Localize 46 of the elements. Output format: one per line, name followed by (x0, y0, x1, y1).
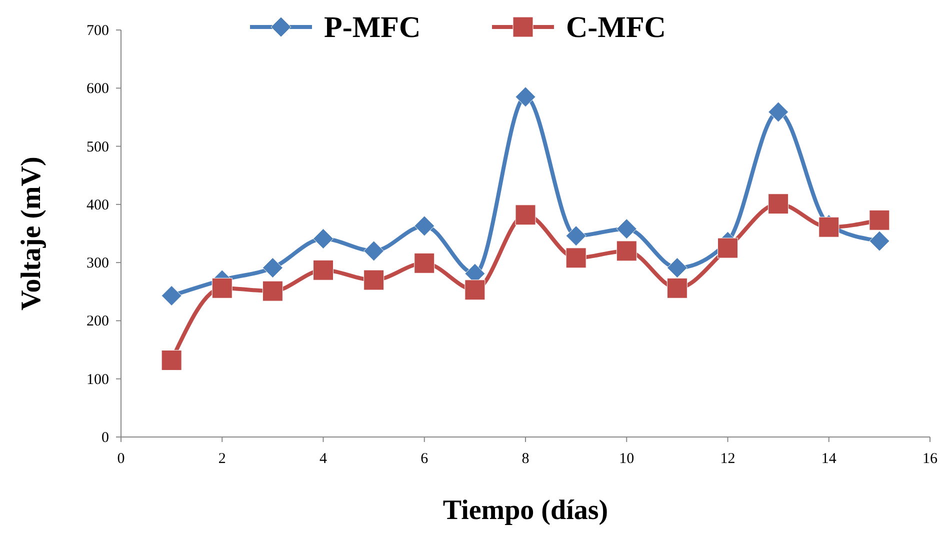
point (666, 278, 688, 298)
point (414, 216, 435, 236)
x-tick-label: 16 (922, 451, 938, 467)
point (364, 240, 384, 262)
x-tick-label: 10 (619, 451, 634, 467)
y-tick-label: 700 (86, 23, 109, 39)
y-tick-label: 300 (86, 256, 109, 272)
point (161, 350, 182, 370)
point (768, 194, 789, 214)
point (718, 238, 738, 258)
legend-label: C-MFC (566, 11, 666, 44)
point (566, 248, 586, 268)
point (414, 252, 435, 274)
x-tick-label: 6 (420, 451, 429, 467)
y-tick-label: 100 (86, 372, 109, 388)
x-tick-label: 14 (821, 451, 837, 467)
point (616, 240, 637, 262)
y-tick-label: 600 (86, 81, 109, 98)
point (464, 280, 486, 300)
legend-label: P-MFC (324, 11, 421, 44)
y-tick-label: 200 (86, 314, 109, 330)
point (262, 280, 283, 302)
x-tick-label: 2 (218, 451, 226, 467)
point (869, 210, 890, 230)
x-tick-label: 4 (320, 451, 328, 467)
point (212, 278, 232, 298)
point (364, 270, 384, 290)
point (768, 102, 789, 122)
y-tick-label: 0 (102, 430, 109, 446)
y-tick-label: 400 (86, 197, 109, 214)
point (616, 218, 637, 240)
point (666, 258, 688, 278)
point (869, 230, 890, 252)
x-axis-title: Tiempo (días) (442, 495, 608, 526)
y-axis-title: Voltaje (mV) (16, 156, 47, 310)
x-tick-label: 0 (117, 451, 125, 467)
x-tick-label: 12 (720, 451, 736, 467)
point (515, 204, 536, 226)
point (566, 226, 586, 246)
point (313, 260, 334, 280)
point (515, 86, 536, 108)
point (262, 258, 283, 278)
point (161, 285, 182, 306)
point (313, 228, 334, 249)
x-tick-label: 8 (522, 451, 530, 467)
y-tick-label: 500 (86, 139, 109, 156)
